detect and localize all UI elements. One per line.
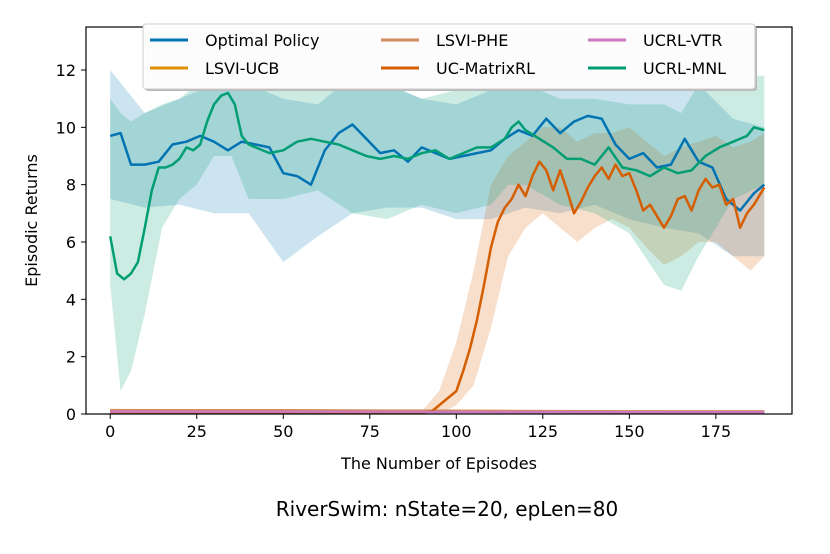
legend: Optimal Policy LSVI-UCB LSVI-PHE UC-MatrixR… xyxy=(142,23,757,91)
y-tick-label: 10 xyxy=(56,118,76,137)
legend-label-lsvi-phe: LSVI-PHE xyxy=(436,31,508,50)
x-tick-label: 0 xyxy=(105,422,115,441)
legend-label-ucrl-vtr: UCRL-VTR xyxy=(643,31,722,50)
optimal-policy-line xyxy=(109,114,766,212)
x-tick-label: 50 xyxy=(273,422,293,441)
legend-label-uc-matrixrl: UC-MatrixRL xyxy=(436,59,535,78)
legend-label-lsvi-ucb: LSVI-UCB xyxy=(205,59,279,78)
x-tick-label: 125 xyxy=(528,422,559,441)
ucrl-mnl-band xyxy=(110,41,765,392)
x-tick-label: 175 xyxy=(701,422,732,441)
y-tick-label: 0 xyxy=(66,405,76,424)
legend-label-optimal-policy: Optimal Policy xyxy=(205,31,319,50)
ucrl-mnl-line xyxy=(108,91,765,281)
y-axis-label: Episodic Returns xyxy=(22,154,41,287)
x-axis-ticks: 0 25 50 75 100 125 150 175 xyxy=(105,414,731,441)
y-tick-label: 6 xyxy=(66,233,76,252)
figure-caption: RiverSwim: nState=20, epLen=80 xyxy=(276,497,619,521)
ucrl-vtr-line xyxy=(110,410,765,414)
series-lines xyxy=(108,91,766,414)
legend-label-ucrl-mnl: UCRL-MNL xyxy=(643,59,726,78)
x-axis-label: The Number of Episodes xyxy=(340,454,537,473)
uc-matrixrl-line xyxy=(110,160,766,414)
confidence-bands xyxy=(110,41,765,415)
x-tick-label: 150 xyxy=(614,422,645,441)
y-tick-label: 8 xyxy=(66,176,76,195)
y-tick-label: 12 xyxy=(56,61,76,80)
y-axis-ticks: 0 2 4 6 8 10 12 xyxy=(56,61,86,424)
y-tick-label: 4 xyxy=(66,290,76,309)
x-tick-label: 75 xyxy=(360,422,380,441)
y-tick-label: 2 xyxy=(66,348,76,367)
x-tick-label: 100 xyxy=(441,422,472,441)
x-tick-label: 25 xyxy=(187,422,207,441)
